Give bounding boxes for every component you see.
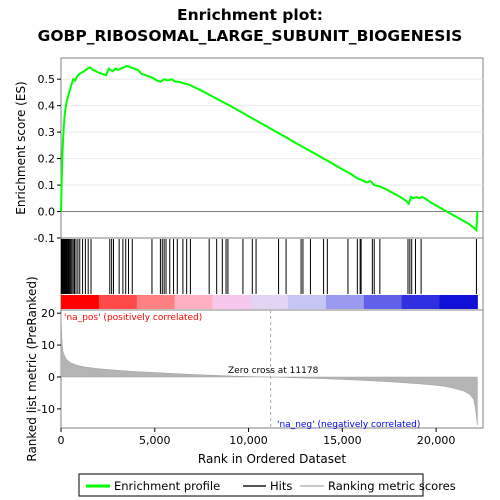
hits-panel (60, 237, 484, 311)
chart-title-line1: Enrichment plot: (177, 6, 323, 24)
x-tick-label: 15,000 (323, 434, 362, 447)
metric-ytick-label: 0 (48, 371, 55, 384)
es-ytick-label: -0.1 (34, 232, 55, 245)
rank-colorbar-segment (401, 295, 441, 309)
pos-correlated-label: 'na_pos' (positively correlated) (64, 313, 202, 323)
zero-cross-label: Zero cross at 11178 (228, 366, 319, 376)
metric-ytick-label: 10 (41, 339, 55, 352)
x-tick-label: 10,000 (229, 434, 268, 447)
es-curve-line (60, 64, 479, 233)
rank-colorbar-segment (363, 295, 403, 309)
legend-label-hits: Hits (270, 479, 292, 493)
es-ytick-label: 0.5 (38, 73, 56, 86)
rank-colorbar-segment (174, 295, 213, 309)
rank-colorbar-segment (439, 295, 478, 309)
es-panel: -0.1 0.0 0.1 0.2 0.3 0.4 0.5 Enrichment score … (14, 57, 484, 245)
es-ytick-label: 0.1 (38, 179, 56, 192)
es-curve-group (60, 64, 479, 233)
rank-colorbar-segment (136, 295, 176, 309)
es-ytick-label: 0.0 (38, 206, 56, 219)
x-tick-label: 20,000 (417, 434, 456, 447)
metric-y-ticks: -10 0 10 20 (37, 307, 61, 416)
rank-colorbar-segment (61, 295, 100, 309)
x-tick-label: 5,000 (139, 434, 171, 447)
metric-y-axis-label: Ranked list metric (PreRanked) (25, 276, 39, 461)
rank-colorbar-segment (288, 295, 327, 309)
metric-ytick-label: -10 (37, 403, 55, 416)
legend: Enrichment profile Hits Ranking metric s… (78, 473, 456, 497)
rank-colorbar-segment (212, 295, 251, 309)
rank-colorbar-segment (325, 295, 365, 309)
rank-colorbar-segment (250, 295, 289, 309)
es-panel-frame (60, 57, 484, 239)
es-y-axis-label: Enrichment score (ES) (14, 81, 28, 214)
hit-lines-group (60, 239, 477, 294)
x-tick-label: 0 (58, 434, 65, 447)
legend-label-metric: Ranking metric scores (328, 479, 456, 493)
metric-ytick-label: 20 (41, 307, 55, 320)
neg-correlated-label: 'na_neg' (negatively correlated) (277, 420, 420, 430)
es-ytick-label: 0.3 (38, 126, 56, 139)
legend-label-enrichment: Enrichment profile (114, 479, 220, 493)
rank-colorbar (61, 295, 478, 309)
metric-panel: -10 0 10 20 'na_pos' (positively correlated… (25, 276, 484, 462)
metric-panel-frame (60, 309, 484, 429)
x-axis-label: Rank in Ordered Dataset (198, 452, 346, 466)
x-axis-ticks: 0 5,000 10,000 15,000 20,000 (58, 428, 456, 447)
es-ytick-label: 0.2 (38, 153, 56, 166)
chart-title-line2: GOBP_RIBOSOMAL_LARGE_SUBUNIT_BIOGENESIS (38, 27, 463, 45)
es-ytick-label: 0.4 (38, 100, 56, 113)
es-y-ticks: -0.1 0.0 0.1 0.2 0.3 0.4 0.5 (34, 73, 61, 245)
rank-colorbar-segment (98, 295, 138, 309)
